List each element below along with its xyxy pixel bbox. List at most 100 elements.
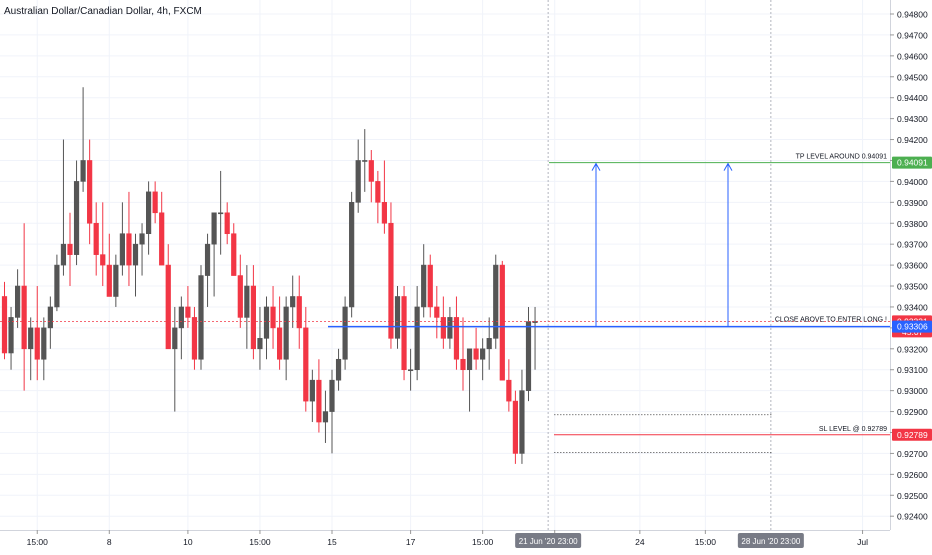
- price-tick-label: 0.94700: [897, 30, 928, 40]
- candle: [355, 139, 361, 213]
- price-tick-label: 0.94300: [897, 114, 928, 124]
- candle: [218, 170, 224, 255]
- candle-body: [401, 296, 407, 371]
- candle-body: [493, 264, 499, 339]
- tp-price-badge: 0.94091: [892, 156, 932, 169]
- candle-body: [41, 327, 47, 360]
- arrow-head: [723, 162, 733, 171]
- candle-body: [296, 296, 302, 329]
- candle-body: [132, 243, 139, 266]
- candle-body: [316, 379, 322, 423]
- candle-body: [165, 264, 171, 350]
- candle-body: [506, 379, 512, 402]
- candle: [276, 296, 283, 370]
- price-tick-label: 0.94500: [897, 72, 928, 82]
- time-tick-label: 17: [406, 537, 416, 547]
- price-axis-bg[interactable]: [890, 0, 932, 550]
- price-tick-label: 0.92500: [897, 491, 928, 501]
- candle: [407, 348, 414, 391]
- candle: [244, 265, 250, 349]
- candle-body: [270, 306, 276, 329]
- candle: [257, 306, 263, 370]
- candle: [80, 87, 86, 192]
- candle: [296, 275, 302, 349]
- candle-body: [80, 160, 86, 182]
- crosshair-time-label: 28 Jun '20 23:00: [741, 537, 800, 546]
- candle-body: [113, 264, 119, 297]
- price-axis[interactable]: 0.94800 0.94700 0.94600 0.94500 0.94400 0.943…: [890, 0, 932, 550]
- candle: [532, 306, 538, 370]
- candle: [231, 223, 237, 276]
- candle-body: [218, 212, 224, 215]
- candle-body: [152, 191, 158, 214]
- candle: [41, 317, 47, 381]
- arrows[interactable]: [591, 162, 733, 327]
- candle: [152, 181, 158, 224]
- candle: [185, 286, 191, 328]
- candle: [198, 265, 204, 370]
- candle: [421, 244, 427, 318]
- candle: [1, 281, 8, 360]
- candle: [100, 202, 106, 287]
- price-tick-label: 0.92400: [897, 512, 928, 522]
- drawings-layer[interactable]: TP LEVEL AROUND 0.94091 CLOSE ABOVE TO E…: [0, 154, 890, 453]
- candle-body: [100, 254, 106, 266]
- candle: [499, 260, 505, 381]
- candle: [460, 317, 466, 391]
- candle: [362, 129, 368, 192]
- candle-body: [244, 285, 250, 318]
- candle: [73, 160, 80, 266]
- sl-label: SL LEVEL @ 0.92789: [819, 426, 887, 433]
- candle: [283, 296, 289, 381]
- candle: [434, 286, 440, 339]
- candle: [342, 296, 348, 370]
- entry-price-badge: 0.93306: [892, 320, 932, 333]
- candle-body: [198, 275, 204, 360]
- candle-body: [290, 296, 296, 308]
- candle: [204, 233, 211, 307]
- candle: [178, 296, 184, 360]
- candle: [453, 296, 460, 370]
- candle-body: [67, 243, 73, 255]
- time-axis-bg[interactable]: [0, 530, 890, 550]
- candle: [519, 369, 525, 464]
- price-tick-label: 0.93900: [897, 198, 928, 208]
- candle: [28, 317, 34, 381]
- candle-body: [73, 181, 80, 255]
- candle-body: [388, 222, 394, 339]
- candle-body: [276, 327, 283, 360]
- candle-body: [54, 264, 60, 308]
- candle: [211, 212, 217, 297]
- price-tick-label: 0.94000: [897, 177, 928, 187]
- candle-body: [21, 285, 27, 350]
- candle-body: [322, 411, 329, 423]
- time-tick-label: Jul: [857, 537, 868, 547]
- entry-price-badge-text: 0.93306: [897, 322, 928, 332]
- candle-body: [28, 327, 34, 350]
- candle-body: [342, 306, 348, 360]
- candle: [263, 296, 270, 360]
- price-badges: 0.94091 0.93331 45:07 0.93306 0.92789: [892, 156, 932, 441]
- candle: [119, 202, 125, 276]
- candle: [54, 254, 60, 312]
- candle-body: [119, 233, 125, 266]
- candle: [47, 296, 53, 349]
- time-tick-label: 24: [635, 537, 645, 547]
- candle: [493, 254, 499, 349]
- tp-label: TP LEVEL AROUND 0.94091: [796, 154, 888, 161]
- candle-body: [250, 285, 257, 350]
- candle: [113, 254, 119, 307]
- candle-body: [486, 338, 492, 350]
- candle-body: [421, 264, 427, 308]
- price-tick-label: 0.93700: [897, 240, 928, 250]
- arrow-head: [591, 162, 601, 171]
- candle: [427, 254, 433, 318]
- candle-body: [303, 327, 309, 402]
- candle: [447, 306, 453, 349]
- time-tick-label: 15:00: [27, 537, 49, 547]
- candle: [480, 338, 486, 381]
- candle: [309, 369, 315, 423]
